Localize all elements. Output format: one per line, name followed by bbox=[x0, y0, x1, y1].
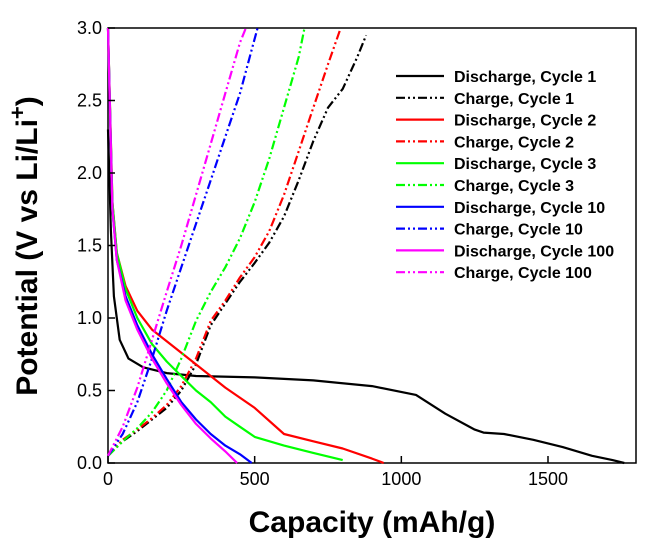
legend-label: Discharge, Cycle 10 bbox=[454, 200, 605, 217]
legend-label: Charge, Cycle 2 bbox=[454, 134, 574, 151]
series-line-7 bbox=[106, 27, 253, 464]
legend-label: Discharge, Cycle 1 bbox=[454, 69, 596, 86]
series-line-8 bbox=[107, 27, 259, 457]
y-tick-label: 0.0 bbox=[77, 453, 102, 473]
x-tick-label: 500 bbox=[240, 469, 270, 489]
y-tick-label: 2.5 bbox=[77, 91, 102, 111]
plot-area: 0 500 1000 1500 0.0 0.5 1.0 1.5 2.0 2.5 3.0 bbox=[77, 18, 637, 489]
y-tick-label: 1.5 bbox=[77, 236, 102, 256]
legend-label: Charge, Cycle 3 bbox=[454, 178, 574, 195]
legend-label: Charge, Cycle 10 bbox=[454, 222, 583, 239]
y-tick-label: 3.0 bbox=[77, 18, 102, 38]
series-line-5 bbox=[106, 27, 343, 462]
series-layer bbox=[106, 27, 625, 465]
series-line-1 bbox=[106, 129, 625, 465]
series-line-2 bbox=[107, 34, 368, 457]
y-axis-title: Potential (V vs Li/Li+) bbox=[5, 96, 44, 396]
legend-label: Charge, Cycle 1 bbox=[454, 91, 574, 108]
y-axis-title-close: ) bbox=[11, 96, 44, 106]
tick-layer: 0 500 1000 1500 0.0 0.5 1.0 1.5 2.0 2.5 3.0 bbox=[77, 18, 568, 489]
series-line-9 bbox=[106, 27, 238, 464]
y-tick-label: 0.5 bbox=[77, 381, 102, 401]
legend-label: Discharge, Cycle 100 bbox=[454, 243, 614, 260]
x-axis-title: Capacity (mAh/g) bbox=[249, 506, 496, 539]
x-tick-label: 1500 bbox=[528, 469, 568, 489]
y-tick-label: 2.0 bbox=[77, 163, 102, 183]
series-line-4 bbox=[107, 30, 341, 457]
series-line-3 bbox=[106, 27, 385, 465]
x-tick-label: 0 bbox=[103, 469, 113, 489]
y-axis-title-main: Potential (V vs Li/Li bbox=[11, 119, 44, 396]
legend-label: Discharge, Cycle 3 bbox=[454, 156, 596, 173]
legend-label: Discharge, Cycle 2 bbox=[454, 113, 596, 130]
series-line-10 bbox=[107, 27, 247, 457]
legend: Discharge, Cycle 1 Charge, Cycle 1 Dischar… bbox=[396, 69, 614, 282]
y-axis-title-sup: + bbox=[5, 106, 30, 119]
x-tick-label: 1000 bbox=[381, 469, 421, 489]
legend-label: Charge, Cycle 100 bbox=[454, 265, 592, 282]
y-tick-label: 1.0 bbox=[77, 308, 102, 328]
series-line-6 bbox=[107, 27, 306, 457]
